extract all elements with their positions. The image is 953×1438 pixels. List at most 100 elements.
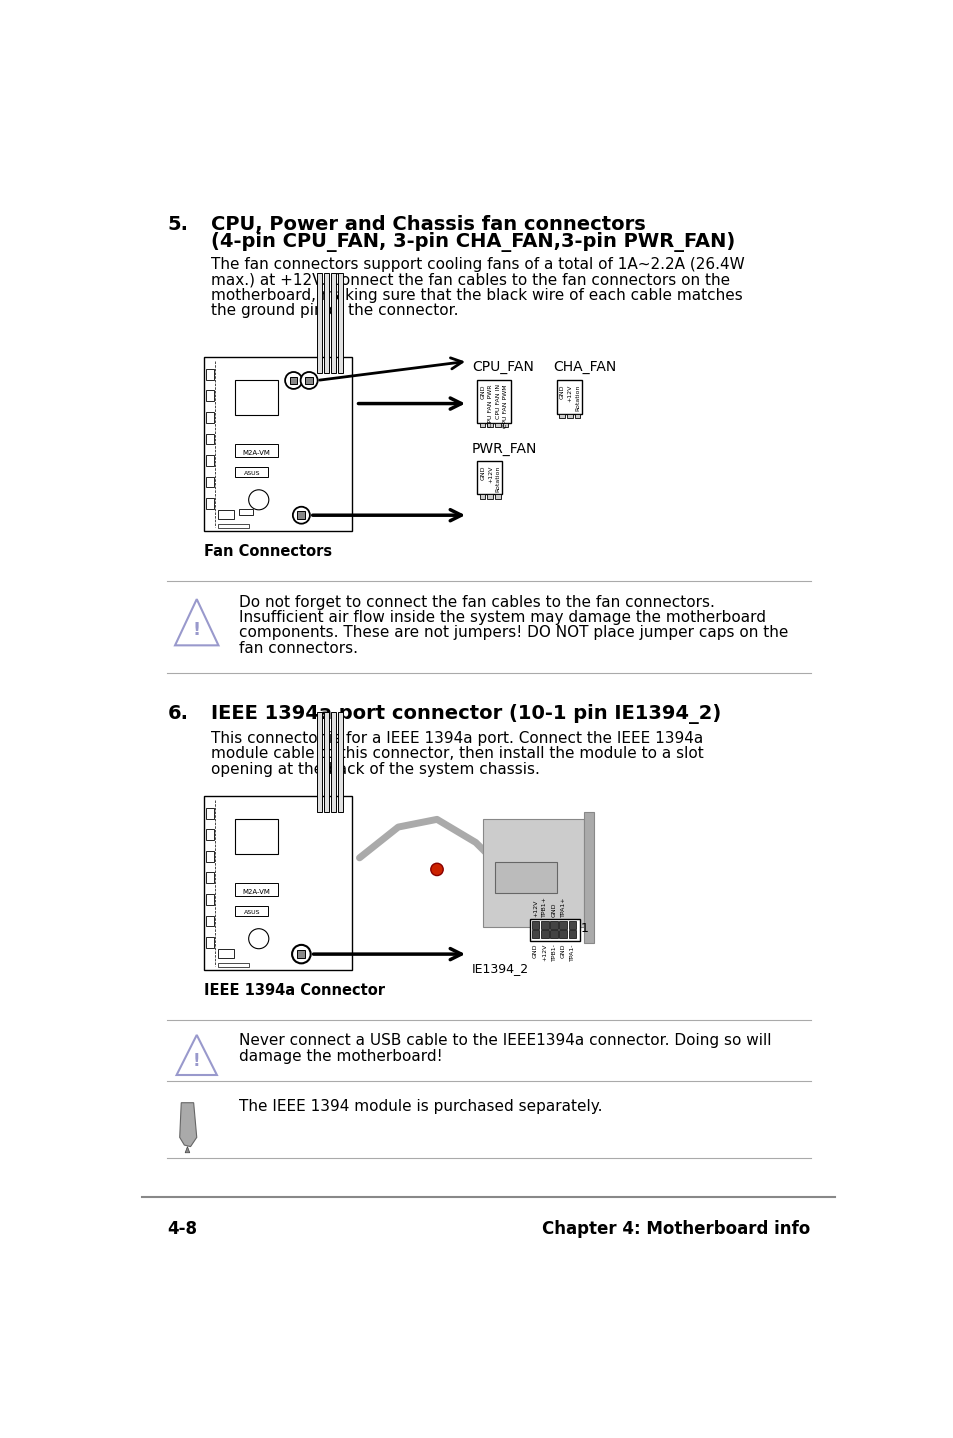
Text: ASUS: ASUS [243,472,260,476]
Text: Fan Connectors: Fan Connectors [204,545,333,559]
Bar [483,820,583,928]
Bar [557,381,581,414]
Bar [235,381,278,416]
Text: Do not forget to connect the fan cables to the fan connectors.: Do not forget to connect the fan cables … [239,594,715,610]
Text: CPU_FAN: CPU_FAN [472,360,533,374]
Bar [316,273,322,372]
Bar [218,962,249,968]
Text: 5.: 5. [167,214,188,234]
Bar [305,377,313,384]
Bar [495,861,557,893]
Text: +12V: +12V [567,384,572,401]
Bar [218,510,233,519]
Bar [540,920,548,929]
Text: GND: GND [479,384,485,398]
Polygon shape [185,1146,190,1153]
Text: motherboard, making sure that the black wire of each cable matches: motherboard, making sure that the black … [211,288,741,303]
Bar [206,434,213,444]
Text: 4-8: 4-8 [167,1219,197,1238]
Text: +12V: +12V [533,900,537,917]
Text: the ground pin of the connector.: the ground pin of the connector. [211,303,457,318]
Text: M2A-VM: M2A-VM [242,889,270,894]
Polygon shape [179,1103,196,1146]
Text: GND: GND [559,384,564,398]
Bar [575,414,579,418]
Text: CPU FAN PWM: CPU FAN PWM [503,384,508,429]
Bar [540,930,548,938]
Text: +12V: +12V [541,943,547,961]
Bar [531,930,538,938]
Text: This connector is for a IEEE 1394a port. Connect the IEEE 1394a: This connector is for a IEEE 1394a port.… [211,731,702,746]
Bar [204,358,352,531]
Circle shape [293,506,310,523]
Bar [479,495,484,499]
Text: !: ! [193,621,200,638]
Bar [550,920,558,929]
Bar [502,423,508,427]
Bar [206,391,213,401]
Polygon shape [176,1035,216,1076]
Text: PWR_FAN: PWR_FAN [472,441,537,456]
Circle shape [300,372,317,388]
Bar [323,712,329,811]
Text: GND: GND [479,464,485,480]
Bar [567,414,572,418]
Text: TPB1-: TPB1- [551,943,556,961]
Bar [487,423,493,427]
Text: 6.: 6. [167,703,188,723]
Bar [206,894,213,905]
Bar [206,808,213,818]
Text: Never connect a USB cable to the IEEE1394a connector. Doing so will: Never connect a USB cable to the IEEE139… [239,1034,771,1048]
Bar [218,523,249,528]
Bar [204,797,352,969]
Bar [235,443,278,457]
Bar [297,512,305,519]
Bar [206,370,213,380]
Bar [337,712,343,811]
Bar [239,509,253,515]
Text: CPU, Power and Chassis fan connectors: CPU, Power and Chassis fan connectors [211,214,645,234]
Text: fan connectors.: fan connectors. [239,641,358,656]
Bar [206,916,213,926]
Bar [495,495,500,499]
Bar [235,906,268,916]
Circle shape [292,945,311,963]
Text: CPU FAN IN: CPU FAN IN [496,384,500,420]
Bar [476,462,501,495]
Text: TPB1+: TPB1+ [541,896,547,917]
Text: 1: 1 [580,922,588,935]
Bar [206,873,213,883]
Bar [323,273,329,372]
Bar [583,811,593,942]
Text: components. These are not jumpers! DO NOT place jumper caps on the: components. These are not jumpers! DO NO… [239,626,788,640]
Text: Insufficient air flow inside the system may damage the motherboard: Insufficient air flow inside the system … [239,610,765,626]
Bar [206,413,213,423]
Circle shape [285,372,302,388]
Bar [568,930,576,938]
Bar [530,919,579,940]
Text: +12V: +12V [488,464,493,483]
Text: IEEE 1394a port connector (10-1 pin IE1394_2): IEEE 1394a port connector (10-1 pin IE13… [211,703,720,723]
Bar [218,949,233,958]
Bar [479,423,484,427]
Bar [206,851,213,861]
Text: !: ! [193,1053,200,1070]
Bar [568,920,576,929]
Bar [337,273,343,372]
Text: (4-pin CPU_FAN, 3-pin CHA_FAN,3-pin PWR_FAN): (4-pin CPU_FAN, 3-pin CHA_FAN,3-pin PWR_… [211,232,734,252]
Bar [206,938,213,948]
Bar [316,712,322,811]
Bar [235,467,268,477]
Bar [558,920,567,929]
Circle shape [249,929,269,949]
Bar [550,930,558,938]
Text: CPU FAN PWR: CPU FAN PWR [488,384,493,427]
Bar [206,456,213,466]
Text: CHA_FAN: CHA_FAN [553,360,616,374]
Text: Rotation: Rotation [575,384,580,411]
Bar [206,477,213,487]
Bar [235,820,278,854]
Bar [206,830,213,840]
Text: module cable to this connector, then install the module to a slot: module cable to this connector, then ins… [211,746,702,761]
Text: IEEE 1394a Connector: IEEE 1394a Connector [204,984,385,998]
